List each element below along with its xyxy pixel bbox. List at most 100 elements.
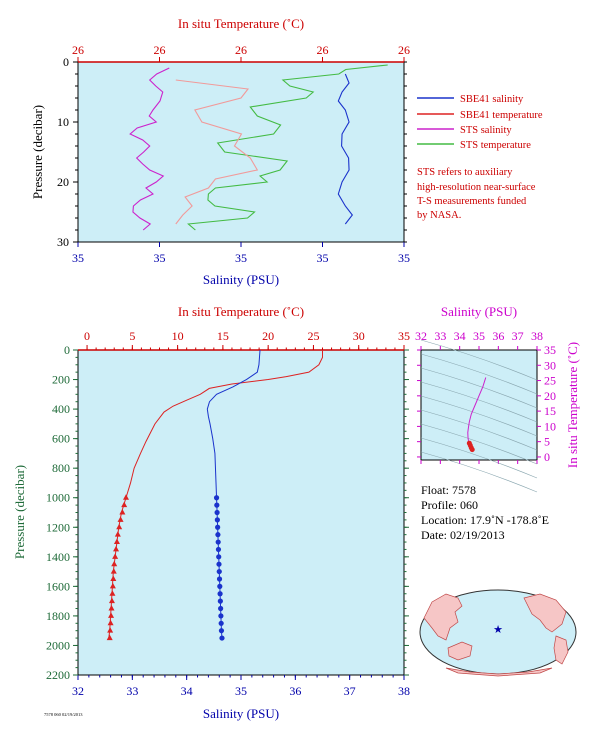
main-sal-tick-label: 36 bbox=[289, 684, 301, 698]
top-sal-tick-label: 35 bbox=[317, 251, 329, 265]
temperature-marker bbox=[114, 531, 121, 537]
ts-density-contour bbox=[420, 423, 538, 465]
sts-note-line-3: T-S measurements funded bbox=[417, 196, 527, 207]
top-panel-background bbox=[77, 61, 405, 243]
ts-sal-tick-label: 34 bbox=[454, 329, 466, 343]
top-temp-tick-label: 26 bbox=[72, 43, 84, 57]
map-landmass-asia bbox=[423, 593, 463, 641]
main-series-group bbox=[106, 349, 323, 641]
top-series-sts-temperature bbox=[187, 64, 388, 231]
legend: SBE41 salinity SBE41 temperature STS sal… bbox=[417, 94, 543, 151]
main-panel-background bbox=[77, 349, 405, 676]
ts-temperature-axis-title: In situ Temperature (˚C) bbox=[565, 342, 580, 468]
ts-panel: Salinity (PSU) 32 33 34 35 36 37 38 05 10152025… bbox=[415, 304, 580, 493]
top-pressure-tick-label: 10 bbox=[57, 115, 69, 129]
top-sal-tick-label: 35 bbox=[398, 251, 410, 265]
ts-density-contour bbox=[420, 395, 538, 437]
ts-series-group bbox=[420, 339, 538, 493]
map-landmass-antarctica bbox=[445, 667, 553, 677]
temperature-marker bbox=[107, 619, 114, 626]
main-pressure-tick-label: 1800 bbox=[46, 609, 70, 623]
temperature-marker bbox=[109, 590, 116, 596]
main-sal-tick-label: 37 bbox=[344, 684, 356, 698]
main-sal-tick-label: 35 bbox=[235, 684, 247, 698]
salinity-marker bbox=[218, 628, 225, 634]
top-pressure-tick-label: 20 bbox=[57, 175, 69, 189]
temperature-marker bbox=[110, 575, 117, 581]
main-salinity-ticks: 32 33 34 35 36 37 38 bbox=[72, 675, 410, 698]
ts-density-contour bbox=[420, 381, 538, 423]
main-sal-tick-label: 38 bbox=[398, 684, 410, 698]
ts-density-contour bbox=[420, 409, 538, 451]
float-number: Float: 7578 bbox=[421, 483, 476, 497]
legend-label-sts-salinity: STS salinity bbox=[460, 125, 512, 136]
map-landmass-north-america bbox=[523, 593, 567, 633]
ts-temp-tick-label: 20 bbox=[544, 389, 556, 403]
main-pressure-ticks: 0 200 400 600 800 1000 1200 1400 1600 1800 2000 220… bbox=[46, 343, 409, 682]
legend-label-sbe41-salinity: SBE41 salinity bbox=[460, 94, 524, 105]
temperature-marker bbox=[111, 560, 118, 567]
ts-sal-tick-label: 32 bbox=[415, 329, 427, 343]
ts-deep-marker bbox=[469, 447, 475, 453]
ts-temp-tick-label: 30 bbox=[544, 358, 556, 372]
ts-density-contour bbox=[420, 437, 538, 479]
salinity-marker bbox=[217, 591, 223, 597]
top-sal-tick-label: 35 bbox=[235, 251, 247, 265]
sts-note-line-2: high-resolution near-surface bbox=[417, 182, 536, 193]
salinity-marker bbox=[214, 517, 220, 523]
sts-note-line-1: STS refers to auxiliary bbox=[417, 167, 513, 178]
ts-density-contour bbox=[420, 451, 538, 493]
main-temp-tick-label: 25 bbox=[307, 329, 319, 343]
top-temp-tick-label: 26 bbox=[154, 43, 166, 57]
ts-sal-tick-label: 33 bbox=[434, 329, 446, 343]
salinity-marker bbox=[215, 546, 222, 553]
main-sal-tick-label: 34 bbox=[181, 684, 193, 698]
salinity-marker bbox=[218, 613, 224, 619]
salinity-marker bbox=[219, 635, 225, 641]
map-landmass-south-america bbox=[553, 635, 569, 665]
salinity-marker bbox=[216, 561, 222, 567]
main-salinity-axis-title: Salinity (PSU) bbox=[203, 706, 279, 721]
temperature-marker bbox=[108, 597, 115, 604]
ts-density-contour bbox=[420, 367, 538, 409]
main-pressure-tick-label: 1000 bbox=[46, 491, 70, 505]
sts-note-line-4: by NASA. bbox=[417, 210, 461, 221]
main-sal-tick-label: 32 bbox=[72, 684, 84, 698]
salinity-marker bbox=[217, 583, 223, 589]
temperature-marker bbox=[117, 516, 124, 522]
float-location: Location: 17.9˚N -178.8˚E bbox=[421, 513, 549, 527]
ts-panel-background bbox=[420, 349, 538, 461]
top-series-sbe41-temperature bbox=[175, 79, 259, 225]
temperature-marker bbox=[122, 494, 129, 500]
main-pressure-axis-title: Pressure (decibar) bbox=[12, 465, 27, 559]
top-temperature-ticks: 26 26 26 26 26 bbox=[72, 43, 410, 62]
temperature-marker bbox=[113, 545, 120, 552]
main-pressure-tick-label: 400 bbox=[52, 402, 70, 416]
main-temp-tick-label: 20 bbox=[262, 329, 274, 343]
salinity-marker bbox=[215, 539, 221, 545]
main-temp-tick-label: 5 bbox=[129, 329, 135, 343]
ts-sal-tick-label: 36 bbox=[492, 329, 504, 343]
main-temperature-axis-title: In situ Temperature (˚C) bbox=[178, 304, 304, 319]
salinity-marker bbox=[218, 605, 224, 612]
ts-density-contour bbox=[420, 339, 538, 381]
top-series-sbe41-salinity bbox=[337, 73, 354, 225]
legend-label-sbe41-temperature: SBE41 temperature bbox=[460, 110, 543, 121]
temperature-marker bbox=[108, 612, 115, 618]
top-temp-tick-label: 26 bbox=[235, 43, 247, 57]
ts-temp-tick-label: 10 bbox=[544, 419, 556, 433]
ts-salinity-ticks: 32 33 34 35 36 37 38 bbox=[415, 329, 543, 464]
salinity-marker bbox=[214, 509, 220, 516]
temperature-marker bbox=[107, 627, 114, 633]
temperature-marker bbox=[121, 501, 128, 508]
ts-temp-tick-label: 0 bbox=[544, 450, 550, 464]
ts-sal-tick-label: 35 bbox=[473, 329, 485, 343]
profile-number: Profile: 060 bbox=[421, 498, 478, 512]
top-pressure-tick-label: 30 bbox=[57, 235, 69, 249]
top-series-sts-salinity bbox=[129, 67, 170, 231]
sbe41-temperature-line bbox=[108, 350, 323, 639]
top-temp-tick-label: 26 bbox=[398, 43, 410, 57]
temperature-marker bbox=[106, 634, 113, 641]
